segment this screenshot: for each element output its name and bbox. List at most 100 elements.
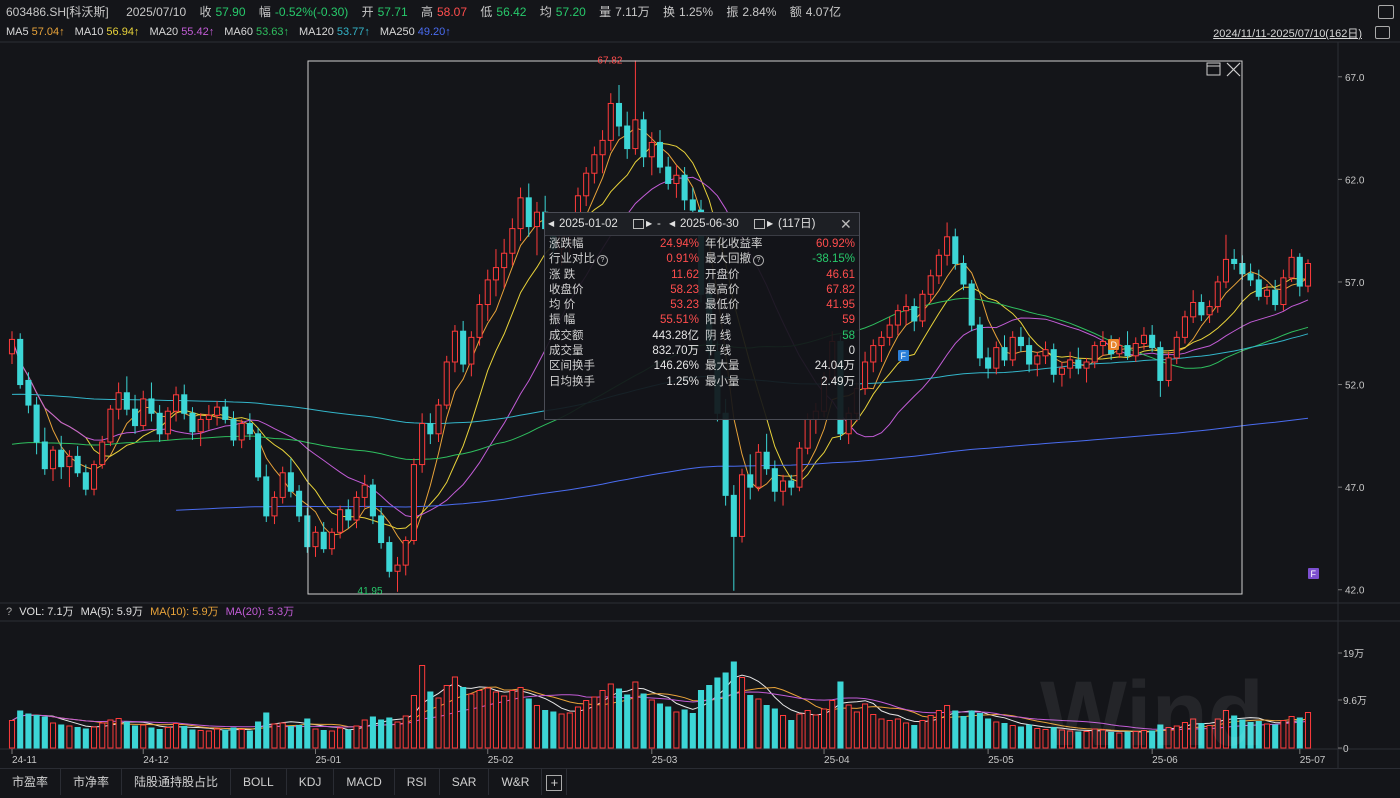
volume-bar bbox=[1075, 731, 1082, 749]
volume-bar bbox=[542, 710, 549, 749]
stat-value-text: 59 bbox=[842, 314, 855, 327]
stats-row: 成交量 832.70万平 线 0 bbox=[545, 344, 859, 359]
candle-body bbox=[919, 293, 926, 322]
volume-bar bbox=[1214, 718, 1221, 749]
flag-d-badge[interactable]: D bbox=[1108, 339, 1119, 350]
start-calendar-icon[interactable] bbox=[633, 219, 644, 229]
volume-bar bbox=[17, 710, 24, 749]
stat-label: 振 幅 bbox=[549, 313, 575, 328]
volume-bar bbox=[583, 700, 590, 749]
candle-body bbox=[903, 306, 910, 312]
stat-label-text: 最小量 bbox=[705, 375, 740, 388]
screenshot-icon[interactable] bbox=[1378, 5, 1394, 19]
candle-body bbox=[402, 539, 409, 566]
stats-row: 成交额 443.28亿阴 线 58 bbox=[545, 329, 859, 344]
flag-f2-badge[interactable]: F bbox=[1308, 568, 1319, 579]
price-tick-label: 42.0 bbox=[1345, 586, 1365, 597]
vol-options-icon[interactable]: ? bbox=[6, 606, 13, 618]
stat-value-text: 55.51% bbox=[659, 314, 699, 327]
date-tick-label: 25-06 bbox=[1152, 755, 1178, 766]
candle-body bbox=[1017, 336, 1024, 347]
volume-tick-label: 19万 bbox=[1343, 649, 1364, 660]
end-calendar-icon[interactable] bbox=[754, 219, 765, 229]
candle-body bbox=[640, 119, 647, 158]
candle-body bbox=[763, 451, 770, 470]
amplitude-label: 振 bbox=[726, 5, 739, 19]
volume-bar bbox=[681, 709, 688, 749]
volume-bar bbox=[730, 661, 737, 749]
volume-bar bbox=[435, 697, 442, 749]
stat-label: 开盘价 bbox=[705, 268, 740, 283]
help-icon[interactable]: ? bbox=[753, 255, 764, 267]
close-panel-icon[interactable]: ✕ bbox=[840, 216, 852, 232]
tab-0[interactable]: 市盈率 bbox=[0, 769, 62, 795]
add-tab-button[interactable]: + bbox=[542, 769, 568, 795]
candle-body bbox=[369, 484, 376, 517]
candle-body bbox=[648, 141, 655, 158]
maximize-icon[interactable] bbox=[1206, 62, 1221, 76]
candle-body bbox=[246, 423, 253, 435]
price-tick-label: 57.0 bbox=[1345, 278, 1365, 289]
date-range-link[interactable]: 2024/11/11-2025/07/10(162日) bbox=[1213, 28, 1362, 40]
candle-body bbox=[509, 228, 516, 254]
volume-bar bbox=[1247, 722, 1254, 749]
volume-bar bbox=[944, 705, 951, 749]
candle-body bbox=[870, 345, 877, 363]
candle-body bbox=[49, 449, 57, 470]
candle-body bbox=[17, 338, 24, 386]
price-tick-label: 47.0 bbox=[1345, 483, 1365, 494]
tab-5[interactable]: MACD bbox=[334, 769, 395, 795]
volume-bar bbox=[738, 677, 746, 749]
candle-body bbox=[353, 496, 360, 521]
volume-bar bbox=[853, 711, 860, 749]
candle-body bbox=[131, 408, 139, 427]
help-icon[interactable]: ? bbox=[597, 255, 608, 267]
candle-body bbox=[41, 441, 48, 470]
end-prev-icon[interactable]: ◀ bbox=[669, 219, 676, 228]
candle-body bbox=[1222, 258, 1230, 283]
candle-body bbox=[1042, 349, 1049, 357]
volume-bar bbox=[960, 716, 967, 749]
volume-bar bbox=[1198, 723, 1205, 749]
candle-body bbox=[312, 531, 319, 548]
start-next-icon[interactable]: ▶ bbox=[646, 219, 653, 228]
volume-bar bbox=[550, 711, 557, 749]
volume-bar bbox=[525, 698, 532, 749]
tab-3[interactable]: BOLL bbox=[231, 769, 287, 795]
tab-1[interactable]: 市净率 bbox=[61, 769, 123, 795]
ma-legend-name: MA120 bbox=[299, 26, 334, 38]
tab-7[interactable]: SAR bbox=[440, 769, 490, 795]
selection-box[interactable] bbox=[307, 60, 1243, 595]
candle-body bbox=[1206, 306, 1213, 316]
calendar-icon[interactable] bbox=[1375, 26, 1390, 39]
date-separator: - bbox=[657, 218, 661, 230]
stat-label: 阳 线 bbox=[705, 313, 731, 328]
end-date[interactable]: 2025-06-30 bbox=[680, 218, 739, 230]
start-prev-icon[interactable]: ◀ bbox=[548, 219, 555, 228]
stat-label-text: 最大量 bbox=[705, 360, 740, 373]
tab-2[interactable]: 陆股通持股占比 bbox=[122, 769, 232, 795]
ma-legend-value: 56.94↑ bbox=[106, 26, 140, 38]
stat-label: 成交量 bbox=[549, 344, 584, 359]
end-next-icon[interactable]: ▶ bbox=[767, 219, 774, 228]
start-date[interactable]: 2025-01-02 bbox=[559, 218, 618, 230]
volume-bars bbox=[8, 661, 1312, 749]
volume-bar bbox=[140, 724, 147, 749]
volume-bar bbox=[66, 725, 73, 749]
candle-body bbox=[460, 330, 467, 365]
stat-label-text: 成交额 bbox=[549, 329, 584, 342]
volume-bar bbox=[976, 713, 983, 749]
flag-f-badge[interactable]: F bbox=[898, 350, 909, 361]
chart-canvas[interactable]: 67.0 62.0 57.0 52.0 47.0 42.0 19万 9.6万 0 24-11 24-… bbox=[0, 0, 1400, 768]
tab-4[interactable]: KDJ bbox=[287, 769, 335, 795]
high-value: 58.07 bbox=[437, 5, 468, 19]
stat-value-text: 832.70万 bbox=[652, 345, 699, 358]
volume-bar bbox=[131, 725, 139, 749]
tab-8[interactable]: W&R bbox=[489, 769, 543, 795]
grid bbox=[0, 41, 1400, 768]
selection-box-icons[interactable] bbox=[1206, 62, 1241, 77]
stat-label-text: 行业对比 bbox=[549, 253, 595, 266]
close-icon[interactable] bbox=[1226, 62, 1241, 77]
stat-value: 443.28亿 bbox=[652, 329, 699, 344]
tab-6[interactable]: RSI bbox=[395, 769, 440, 795]
